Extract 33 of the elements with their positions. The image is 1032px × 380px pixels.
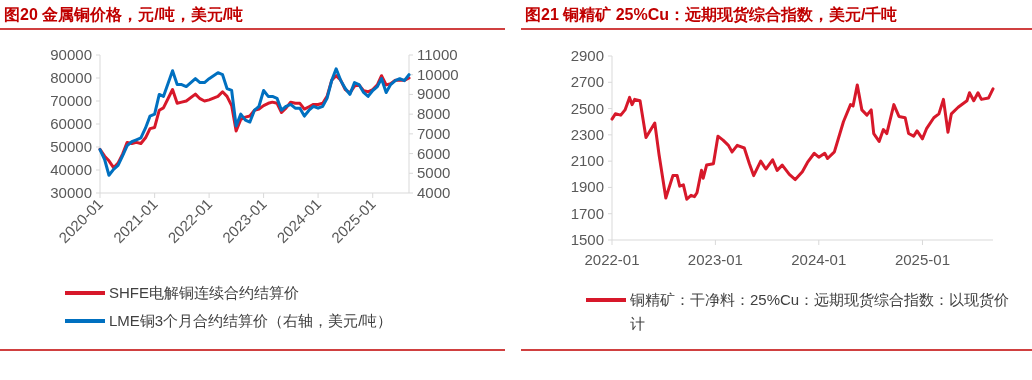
y2-tick-label: 10000 <box>417 65 459 83</box>
legend-label: 铜精矿：干净料：25%Cu：远期现货综合指数：以现货价计 <box>630 290 1010 334</box>
y2-tick-label: 8000 <box>417 105 451 123</box>
y-tick-label: 30000 <box>50 184 92 201</box>
legend-label: SHFE电解铜连续合约结算价 <box>109 283 300 303</box>
x-tick-label: 2022-01 <box>584 251 640 268</box>
y2-tick-label: 5000 <box>417 164 451 182</box>
y-tick-label: 40000 <box>50 161 92 178</box>
y-tick-label: 1900 <box>570 178 604 196</box>
y-tick-label: 2300 <box>570 125 604 143</box>
legend-label: LME铜3个月合约结算价（右轴，美元/吨） <box>109 311 394 331</box>
y-tick-label: 2500 <box>570 99 604 117</box>
y2-tick-label: 4000 <box>417 184 451 201</box>
y-tick-label: 60000 <box>50 115 92 132</box>
x-tick-label: 2023-01 <box>687 251 743 268</box>
chart-title: 图20 金属铜价格，元/吨，美元/吨 <box>4 5 244 23</box>
y2-tick-label: 6000 <box>417 144 451 162</box>
x-tick-label: 2024-01 <box>791 251 847 268</box>
y-tick-label: 2700 <box>570 73 604 91</box>
y-tick-label: 1700 <box>570 204 604 222</box>
x-tick-label: 2025-01 <box>894 251 950 268</box>
y-tick-label: 1500 <box>570 231 604 248</box>
chart-title: 图21 铜精矿 25%Cu：远期现货综合指数，美元/千吨 <box>525 5 898 24</box>
line-series <box>610 83 995 201</box>
y-tick-label: 50000 <box>50 138 92 155</box>
y2-tick-label: 9000 <box>417 85 451 103</box>
y-tick-label: 2100 <box>570 152 604 170</box>
y-tick-label: 90000 <box>50 46 92 63</box>
y2-tick-label: 11000 <box>417 46 458 63</box>
y-tick-label: 70000 <box>50 92 92 109</box>
y2-tick-label: 7000 <box>417 124 451 142</box>
y-tick-label: 2900 <box>570 47 604 64</box>
y-tick-label: 80000 <box>50 69 92 86</box>
